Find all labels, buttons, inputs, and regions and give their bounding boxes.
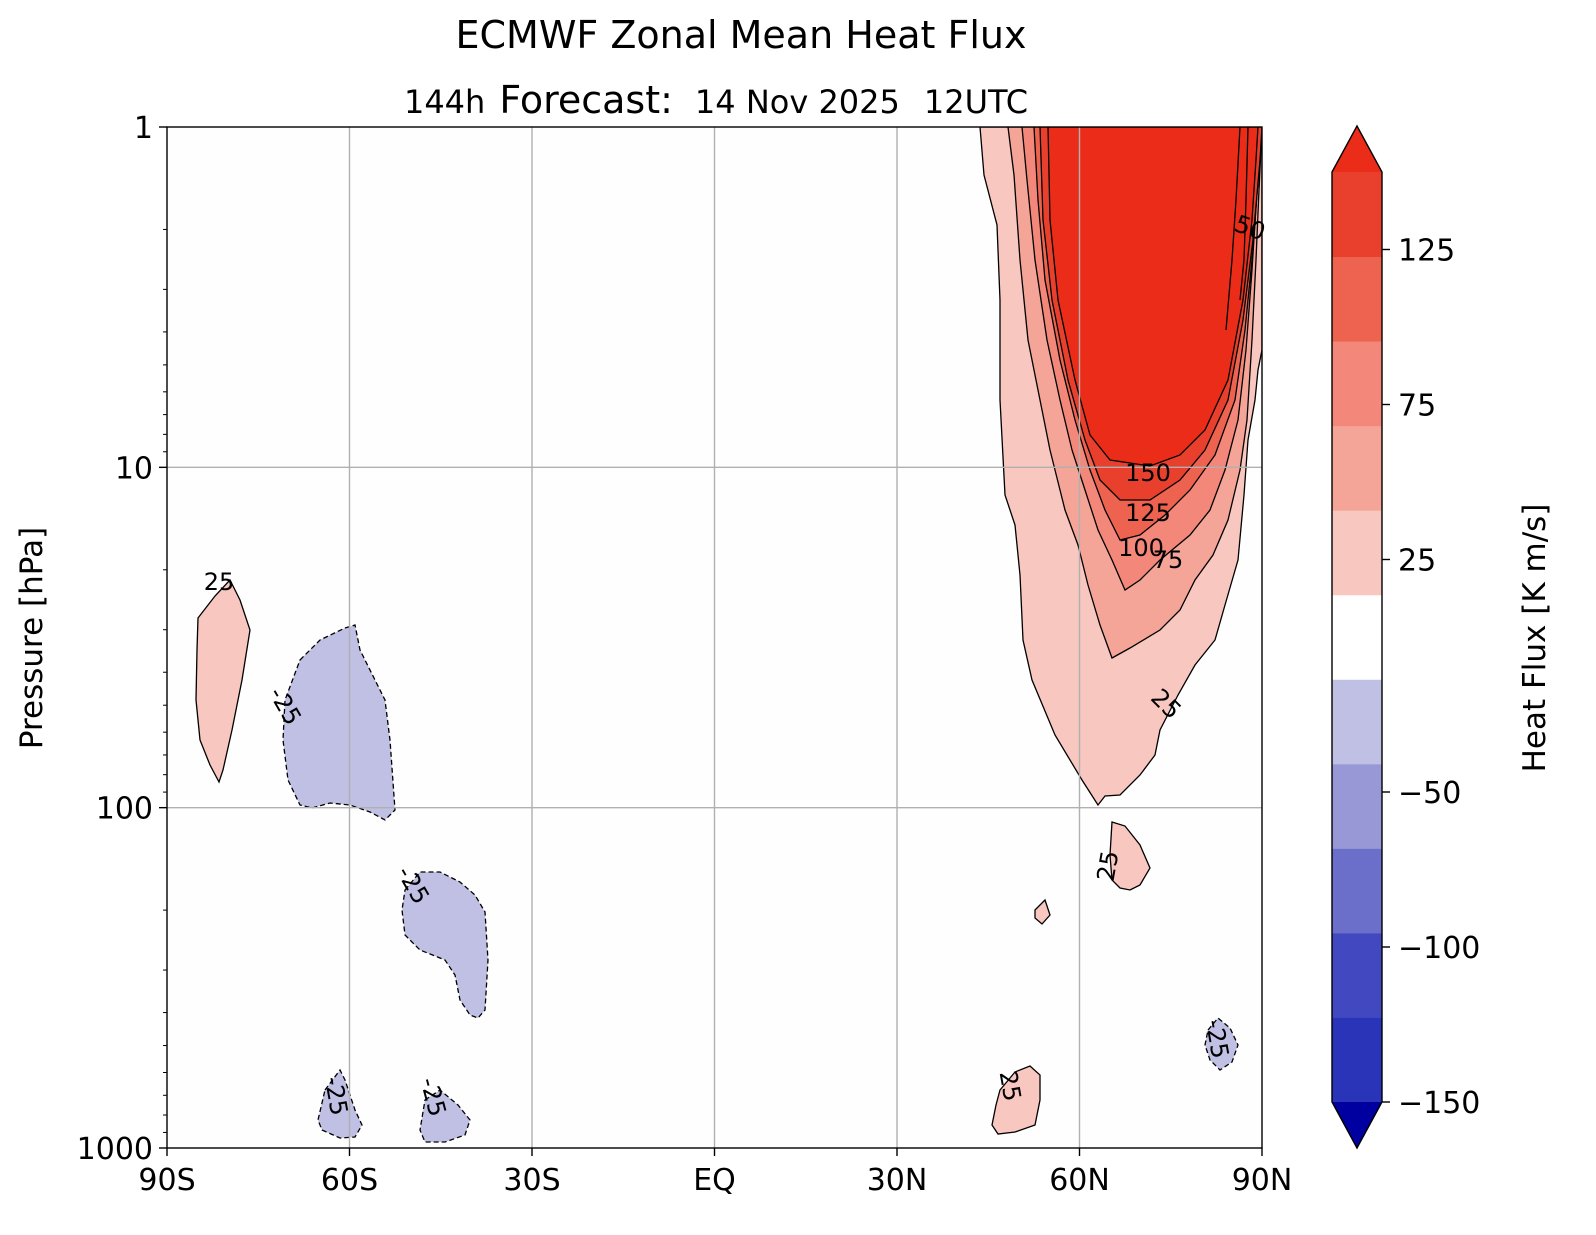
colorbar-bin	[1332, 510, 1382, 596]
colorbar-bin	[1332, 763, 1382, 849]
colorbar-tick-label: 25	[1398, 544, 1436, 579]
fill-nh-pos-patch-2	[1034, 898, 1051, 925]
colorbar-under-extension	[1332, 1102, 1382, 1148]
x-tick-label: EQ	[693, 1163, 736, 1198]
colorbar-bin	[1332, 679, 1382, 765]
colorbar-bin	[1332, 172, 1382, 258]
x-tick-label: 30N	[867, 1163, 928, 1198]
contour-label-25-patch: 25	[1092, 849, 1125, 884]
contour-label-neg25-3: -25	[319, 1074, 353, 1117]
fill-sh-pos-patch	[195, 578, 251, 784]
fill-sh-neg-patch-4	[419, 1089, 471, 1143]
contour-label-75: 75	[1153, 546, 1184, 574]
colorbar-bin	[1332, 594, 1382, 680]
subtitle-time: 12UTC	[924, 83, 1028, 121]
y-tick-label: 1000	[77, 1132, 153, 1167]
fill-nh-150	[1047, 127, 1259, 467]
chart-title: ECMWF Zonal Mean Heat Flux	[456, 13, 1027, 57]
grid	[167, 127, 1262, 1148]
x-tick-label: 60N	[1049, 1163, 1110, 1198]
fill-sh-neg-patch-3	[317, 1068, 363, 1139]
colorbar-bin	[1332, 256, 1382, 342]
x-tick-label: 90N	[1232, 1163, 1293, 1198]
contour-label-25-sh: 25	[204, 568, 235, 596]
fill-sh-neg-patch-2	[401, 871, 489, 1019]
contour-label-100: 100	[1118, 534, 1164, 562]
x-tick-label: 60S	[321, 1163, 378, 1198]
subtitle-kind: Forecast:	[499, 78, 673, 122]
y-tick-label: 100	[96, 792, 153, 827]
fill-nh-pos-patch-3	[991, 1065, 1041, 1135]
colorbar-tick-label: 75	[1398, 389, 1436, 424]
colorbar-bin	[1332, 932, 1382, 1018]
y-tick-label: 1	[134, 111, 153, 146]
colorbar-tick-label: 125	[1398, 234, 1455, 269]
contour-label-neg25-5: -25	[1200, 1017, 1234, 1060]
fill-nh-pos-patch-1	[1109, 821, 1151, 891]
y-tick-label: 10	[115, 451, 153, 486]
colorbar-bin	[1332, 1017, 1382, 1103]
colorbar-bin	[1332, 341, 1382, 427]
x-axis: 90S 60S 30S EQ 30N 60N 90N	[138, 1148, 1292, 1198]
chart-subtitle: 144h Forecast: 14 Nov 2025 12UTC	[404, 78, 1028, 122]
colorbar-label: Heat Flux [K m/s]	[1517, 504, 1553, 773]
contour-fills	[195, 127, 1262, 1143]
fill-sh-neg-patch-1	[282, 624, 396, 821]
colorbar-over-extension	[1332, 126, 1382, 172]
y-axis-label: Pressure [hPa]	[14, 527, 50, 749]
x-tick-label: 90S	[138, 1163, 195, 1198]
colorbar-bin	[1332, 848, 1382, 934]
subtitle-lead-time: 144h	[404, 83, 485, 121]
contour-label-150: 150	[1125, 459, 1171, 487]
colorbar: 125 75 25 −50 −100 −150	[1331, 124, 1480, 1150]
subtitle-date: 14 Nov 2025	[695, 83, 900, 121]
contour-label-125: 125	[1125, 499, 1171, 527]
colorbar-bin	[1332, 425, 1382, 511]
fill-nh-upper-edge	[1225, 127, 1249, 331]
colorbar-tick-label: −50	[1398, 776, 1461, 811]
y-axis: 1 10 100 1000	[77, 111, 167, 1167]
x-tick-label: 30S	[503, 1163, 560, 1198]
colorbar-tick-label: −100	[1398, 931, 1480, 966]
colorbar-tick-label: −150	[1398, 1086, 1480, 1121]
contour-label-25-low: 25	[994, 1069, 1027, 1104]
fill-nh-neg-patch	[1204, 1017, 1239, 1071]
